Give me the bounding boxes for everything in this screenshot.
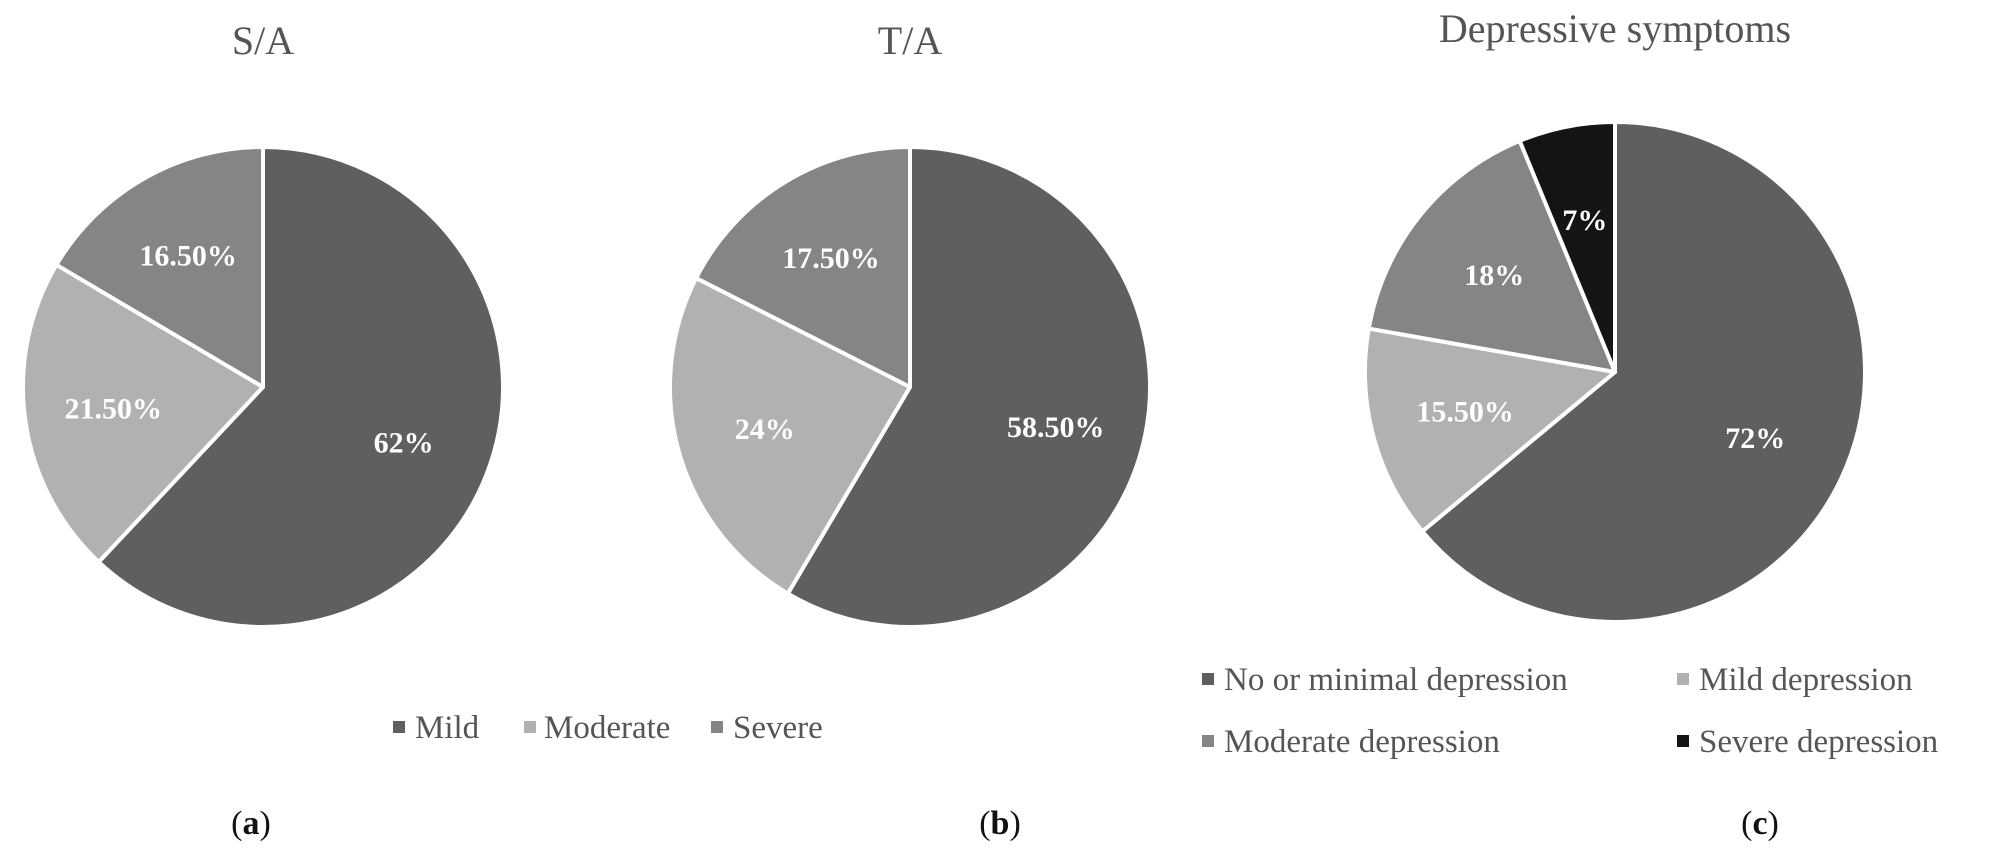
pie-slice-b-1	[785, 145, 1152, 629]
legend-swatch-severe-depression	[1677, 735, 1689, 747]
pie-slice-label-a-2: 21.50%	[65, 392, 163, 425]
legend-label-severe: Severe	[733, 710, 823, 746]
pie-slice-label-b-3: 17.50%	[782, 242, 880, 275]
legend-depression: No or minimal depression Mild depression…	[1202, 662, 1938, 760]
legend-label-mild-depression: Mild depression	[1699, 662, 1913, 698]
pie-slice-c-2	[1363, 326, 1617, 534]
panel-tag-a: (a)	[231, 805, 271, 842]
pie-slice-a-2	[21, 262, 265, 564]
legend-label-no-minimal: No or minimal depression	[1224, 662, 1568, 698]
legend-label-moderate-depression: Moderate depression	[1224, 724, 1500, 760]
legend-label-mild: Mild	[415, 710, 480, 746]
pie-slice-label-b-1: 58.50%	[1007, 411, 1105, 444]
legend-swatch-mild-depression	[1677, 673, 1689, 685]
pie-chart-a: 62% 21.50% 16.50%	[21, 145, 505, 629]
pie-chart-b: 58.50% 24% 17.50%	[668, 145, 1152, 629]
pie-chart-c: 72% 15.50% 18% 7%	[1363, 120, 1867, 624]
legend-swatch-moderate-depression	[1202, 735, 1214, 747]
chart-title-a: S/A	[232, 18, 294, 63]
pie-slice-c-4	[1517, 120, 1617, 374]
panel-tag-c: (c)	[1741, 805, 1779, 842]
pie-slice-label-c-4: 7%	[1562, 204, 1607, 237]
pie-slice-a-1	[96, 145, 505, 629]
pie-slice-label-b-2: 24%	[735, 413, 795, 446]
pie-slice-label-c-1: 72%	[1725, 422, 1785, 455]
pie-slice-c-3	[1366, 138, 1617, 374]
panel-tag-b: (b)	[979, 805, 1021, 842]
chart-title-c: Depressive symptoms	[1439, 6, 1791, 51]
legend-swatch-mild	[393, 721, 405, 733]
legend-swatch-no-minimal	[1202, 673, 1214, 685]
pie-slice-label-a-1: 62%	[374, 427, 434, 460]
legend-label-moderate: Moderate	[544, 710, 670, 746]
pie-slice-a-3	[54, 145, 265, 389]
pie-slice-b-3	[694, 145, 912, 389]
pie-slice-c-1	[1420, 120, 1867, 624]
legend-swatch-severe	[711, 721, 723, 733]
chart-title-b: T/A	[878, 18, 943, 63]
legend-label-severe-depression: Severe depression	[1699, 724, 1938, 760]
pie-slice-label-a-3: 16.50%	[139, 240, 237, 273]
legend-swatch-moderate	[524, 721, 536, 733]
legend-severity: Mild Moderate Severe	[393, 710, 823, 746]
pie-slice-label-c-2: 15.50%	[1416, 396, 1514, 429]
pie-slice-label-c-3: 18%	[1464, 259, 1524, 292]
